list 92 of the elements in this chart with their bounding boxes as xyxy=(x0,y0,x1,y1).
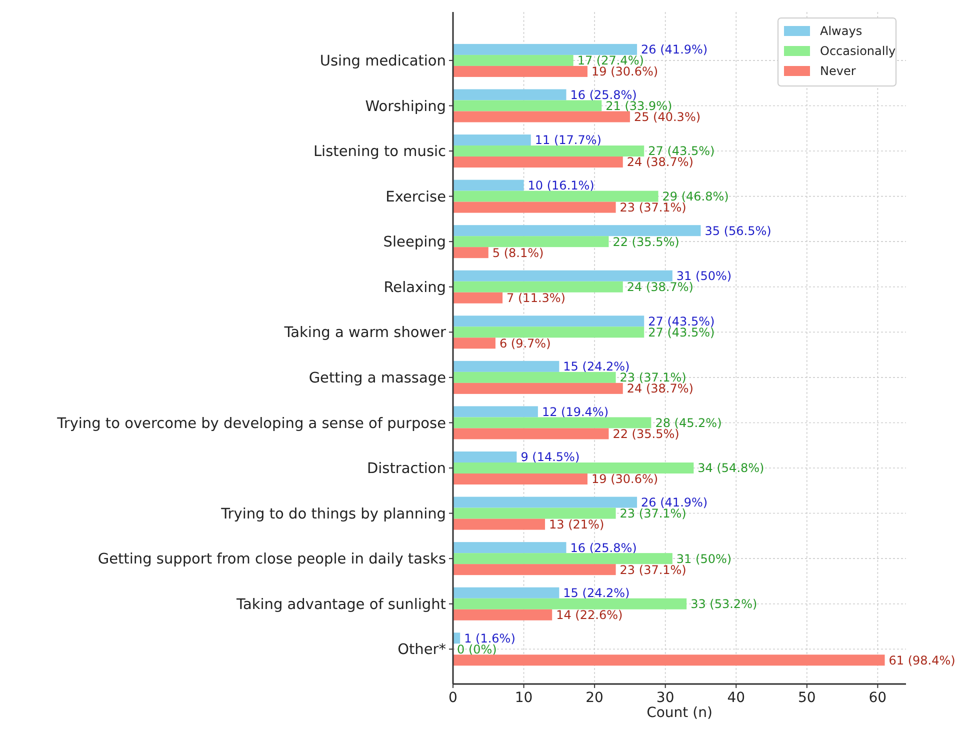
x-tick-label: 50 xyxy=(798,690,816,706)
y-tick-label: Worshiping xyxy=(365,98,446,115)
legend-label: Never xyxy=(820,64,856,78)
y-tick-label: Getting a massage xyxy=(308,370,446,387)
y-tick-label: Trying to do things by planning xyxy=(220,506,446,522)
x-tick-label: 10 xyxy=(514,690,533,706)
data-label: 7 (11.3%) xyxy=(506,291,566,306)
bar xyxy=(453,281,623,292)
data-label: 34 (54.8%) xyxy=(698,461,764,476)
bar xyxy=(453,44,638,55)
data-label: 22 (35.5%) xyxy=(612,234,680,249)
y-tick-label: Using medication xyxy=(320,54,446,70)
bar xyxy=(453,270,672,282)
y-tick-label: Trying to overcome by developing a sense of purpose xyxy=(56,416,446,432)
data-label: 35 (56.5%) xyxy=(704,224,772,238)
bar xyxy=(453,360,560,372)
bar xyxy=(453,553,672,564)
y-tick-label: Taking a warm shower xyxy=(283,325,446,342)
bar xyxy=(453,247,488,258)
data-label: 23 (37.1%) xyxy=(620,200,686,214)
x-tick-label: 60 xyxy=(868,690,887,706)
data-label: 24 (38.7%) xyxy=(626,280,694,294)
bar xyxy=(453,66,588,77)
bar xyxy=(453,654,885,666)
data-label: 19 (30.6%) xyxy=(591,472,658,486)
bar xyxy=(453,452,517,462)
bar xyxy=(453,156,623,168)
bar xyxy=(453,236,609,248)
data-label: 16 (25.8%) xyxy=(570,88,637,102)
bar xyxy=(453,496,638,508)
data-label: 16 (25.8%) xyxy=(570,540,637,555)
data-label: 6 (9.7%) xyxy=(499,336,551,350)
data-label: 12 (19.4%) xyxy=(542,404,609,419)
data-label: 29 (46.8%) xyxy=(662,190,729,204)
data-label: 15 (24.2%) xyxy=(563,586,630,600)
y-tick-label: Taking advantage of sunlight xyxy=(236,596,446,613)
y-tick-label: Sleeping xyxy=(383,234,446,251)
bar xyxy=(453,111,630,122)
legend-label: Occasionally xyxy=(820,44,896,58)
x-tick-label: 30 xyxy=(656,690,674,706)
y-tick-label: Distraction xyxy=(366,461,446,478)
bar xyxy=(453,100,602,112)
data-label: 1 (1.6%) xyxy=(464,631,516,646)
bar xyxy=(453,134,531,146)
x-tick-label: 0 xyxy=(448,690,458,706)
bar xyxy=(453,428,609,440)
bar xyxy=(453,225,701,236)
y-tick-label: Relaxing xyxy=(384,280,446,296)
x-tick-label: 40 xyxy=(727,690,746,706)
y-tick-label: Getting support from close people in daily tasks xyxy=(98,552,446,568)
bar xyxy=(453,338,496,349)
data-label: 26 (41.9%) xyxy=(641,495,708,510)
bar xyxy=(453,372,616,383)
bar xyxy=(453,190,658,202)
bar xyxy=(453,587,560,598)
data-label: 26 (41.9%) xyxy=(641,42,708,57)
bar xyxy=(453,417,652,428)
data-label: 24 (38.7%) xyxy=(626,155,694,170)
bar xyxy=(453,406,538,418)
data-label: 13 (21%) xyxy=(549,517,604,532)
data-label: 61 (98.4%) xyxy=(888,653,956,668)
bar xyxy=(453,474,588,484)
y-tick-label: Other* xyxy=(398,642,446,658)
data-label: 17 (27.4%) xyxy=(577,54,644,68)
data-label: 11 (17.7%) xyxy=(534,133,602,148)
bar xyxy=(453,518,546,530)
bar xyxy=(453,54,574,66)
data-label: 9 (14.5%) xyxy=(520,450,580,464)
bar xyxy=(453,542,566,554)
data-label: 27 (43.5%) xyxy=(648,314,715,328)
data-label: 33 (53.2%) xyxy=(690,597,758,612)
bar xyxy=(453,326,644,338)
bar xyxy=(453,382,623,394)
bar xyxy=(453,89,566,100)
bar xyxy=(453,180,524,191)
bar xyxy=(453,146,644,157)
data-label: 10 (16.1%) xyxy=(528,178,594,192)
bar xyxy=(453,202,616,213)
x-axis-title: Count (n) xyxy=(646,705,712,721)
bar xyxy=(453,564,616,576)
bar xyxy=(453,292,503,304)
data-label: 14 (22.6%) xyxy=(556,608,623,622)
x-tick-label: 20 xyxy=(586,690,604,706)
y-tick-label: Listening to music xyxy=(313,144,446,160)
bar xyxy=(453,609,552,620)
bar xyxy=(453,598,687,610)
bar xyxy=(453,316,644,327)
data-label: 5 (8.1%) xyxy=(492,246,544,260)
legend-label: Always xyxy=(820,24,862,38)
y-tick-label: Exercise xyxy=(386,189,446,206)
bar xyxy=(453,462,694,474)
bar xyxy=(453,508,616,519)
